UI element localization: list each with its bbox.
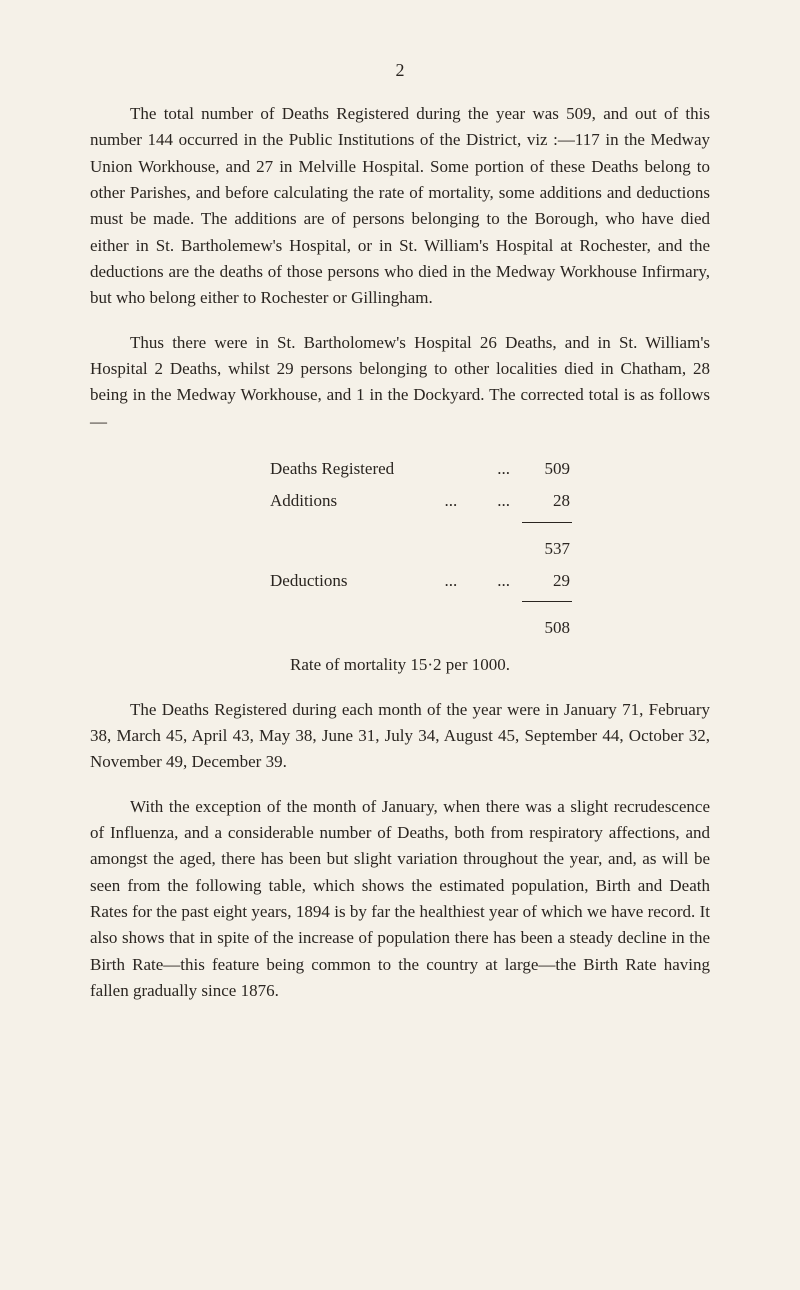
paragraph-2: Thus there were in St. Bartholomew's Hos… [90, 330, 710, 435]
calc-row-deductions: Deductions ... ... 29 [210, 565, 590, 597]
calc-dots: ... [477, 453, 530, 485]
calc-dots: ... [425, 565, 478, 597]
calc-rule [522, 601, 572, 602]
calculation-table: Deaths Registered ... 509 Additions ... … [210, 453, 590, 644]
calc-value: 508 [530, 612, 590, 644]
calc-value: 509 [530, 453, 590, 485]
calc-dots: ... [477, 485, 530, 517]
calc-dots: ... [477, 565, 530, 597]
rate-of-mortality: Rate of mortality 15·2 per 1000. [90, 655, 710, 675]
paragraph-1: The total number of Deaths Registered du… [90, 101, 710, 312]
calc-row-additions: Additions ... ... 28 [210, 485, 590, 517]
calc-value: 28 [530, 485, 590, 517]
calc-dots: ... [425, 485, 478, 517]
calc-label: Deaths Registered [210, 453, 477, 485]
page-number: 2 [90, 60, 710, 81]
calc-row-deaths-registered: Deaths Registered ... 509 [210, 453, 590, 485]
calc-rule [522, 522, 572, 523]
calc-row-subtotal: 537 [210, 533, 590, 565]
paragraph-4: With the exception of the month of Janua… [90, 794, 710, 1005]
calc-label: Deductions [210, 565, 425, 597]
calc-row-total: 508 [210, 612, 590, 644]
calc-value: 537 [530, 533, 590, 565]
paragraph-3: The Deaths Registered during each month … [90, 697, 710, 776]
calc-label: Additions [210, 485, 425, 517]
calc-value: 29 [530, 565, 590, 597]
